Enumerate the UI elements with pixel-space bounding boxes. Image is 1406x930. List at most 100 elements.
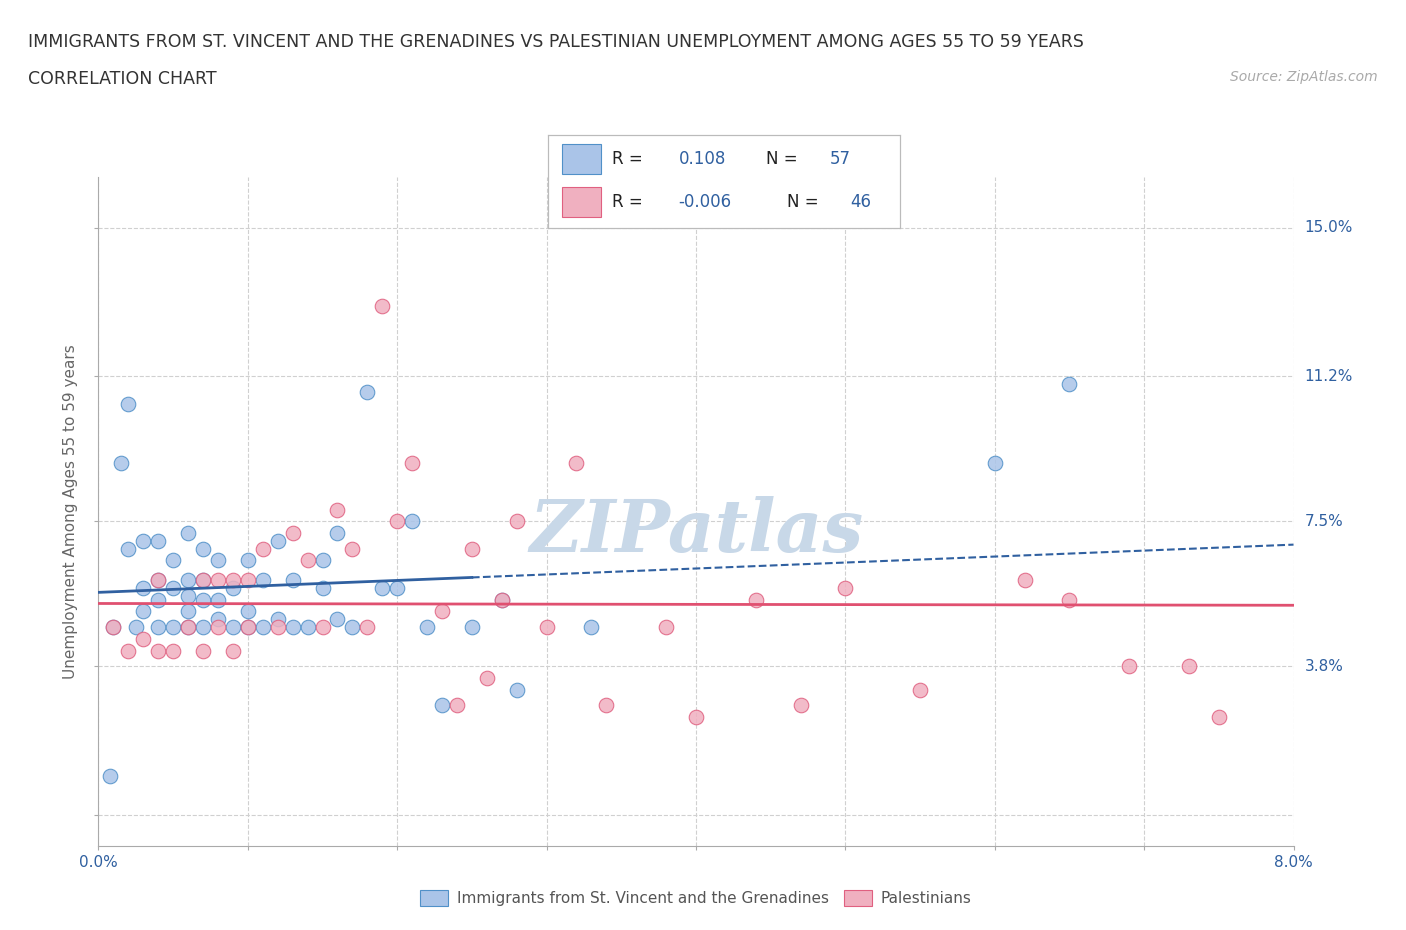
Text: ZIPatlas: ZIPatlas [529,496,863,567]
Point [371,299,394,313]
Point [267,534,290,549]
Point [207,553,229,568]
Point [326,502,349,517]
Point [461,619,484,634]
Point [461,541,484,556]
Point [222,643,245,658]
Point [252,573,274,588]
Point [834,580,856,595]
Point [236,573,259,588]
Point [745,592,768,607]
FancyBboxPatch shape [562,144,602,174]
Text: 7.5%: 7.5% [1305,513,1343,529]
Point [132,604,155,618]
Point [430,698,453,712]
Point [342,619,364,634]
Point [311,553,333,568]
Point [177,604,200,618]
Point [162,619,184,634]
Point [222,580,245,595]
Point [789,698,811,712]
Point [1208,710,1230,724]
Point [98,768,122,783]
Point [132,534,155,549]
Point [267,619,290,634]
Point [207,612,229,627]
Text: 3.8%: 3.8% [1305,658,1344,673]
Point [491,592,513,607]
Point [132,580,155,595]
Point [506,514,529,529]
Point [191,573,214,588]
Point [356,385,378,400]
Point [685,710,707,724]
Point [236,619,259,634]
Text: N =: N = [766,150,803,168]
Point [191,619,214,634]
Point [125,619,148,634]
Point [132,631,155,646]
Point [342,541,364,556]
Point [207,592,229,607]
Point [565,455,588,470]
Text: 11.2%: 11.2% [1305,369,1353,384]
Point [983,455,1005,470]
Point [326,612,349,627]
Point [191,643,214,658]
Point [162,580,184,595]
Point [908,683,931,698]
Point [148,573,170,588]
Point [207,619,229,634]
Point [222,619,245,634]
Point [1059,377,1081,392]
Text: R =: R = [612,193,648,211]
Point [595,698,617,712]
Point [401,455,423,470]
Text: N =: N = [787,193,824,211]
Text: R =: R = [612,150,648,168]
Point [236,553,259,568]
Point [536,619,558,634]
Point [267,612,290,627]
Point [430,604,453,618]
Point [177,619,200,634]
Point [1118,658,1140,673]
Text: 57: 57 [830,150,851,168]
Point [177,525,200,540]
Point [356,619,378,634]
Point [326,525,349,540]
Point [117,396,139,411]
Point [148,573,170,588]
FancyBboxPatch shape [562,187,602,217]
Point [506,683,529,698]
Point [655,619,678,634]
Point [416,619,439,634]
Point [311,580,333,595]
Point [281,619,304,634]
Point [222,573,245,588]
Point [236,604,259,618]
Point [1014,573,1036,588]
Text: Source: ZipAtlas.com: Source: ZipAtlas.com [1230,70,1378,84]
Point [148,619,170,634]
Text: 46: 46 [851,193,872,211]
Point [110,455,132,470]
Point [475,671,498,685]
Point [1178,658,1201,673]
Point [191,541,214,556]
Text: 0.108: 0.108 [678,150,725,168]
Point [177,573,200,588]
Point [117,541,139,556]
Legend: Immigrants from St. Vincent and the Grenadines, Palestinians: Immigrants from St. Vincent and the Gren… [415,884,977,912]
Point [297,553,319,568]
Point [385,580,409,595]
Point [371,580,394,595]
Point [207,573,229,588]
Point [281,573,304,588]
Point [236,619,259,634]
Point [148,643,170,658]
Point [177,589,200,604]
Point [162,643,184,658]
Point [162,553,184,568]
Y-axis label: Unemployment Among Ages 55 to 59 years: Unemployment Among Ages 55 to 59 years [63,344,79,679]
